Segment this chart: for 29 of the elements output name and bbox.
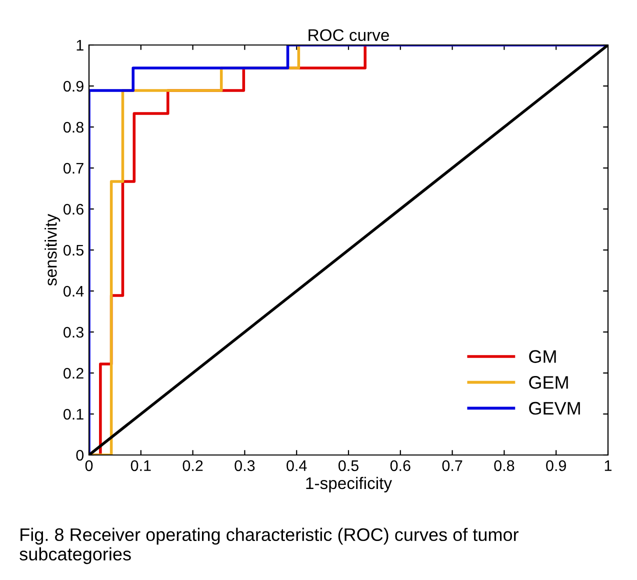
y-tick-label: 0.1	[64, 408, 84, 420]
y-tick-label: 1	[76, 40, 84, 51]
x-tick-label: 0.8	[494, 460, 514, 472]
x-tick-label: 0.5	[338, 460, 358, 472]
x-tick-label: 0.3	[234, 460, 255, 472]
chart-title: ROC curve	[308, 29, 389, 41]
x-axis-title: 1-specificity	[306, 476, 392, 492]
y-tick-label: 0.3	[64, 326, 84, 338]
x-tick-label: 0.6	[390, 460, 410, 472]
y-tick-label: 0	[76, 450, 84, 461]
y-tick-label: 0.5	[64, 244, 84, 256]
x-tick-label: 0.1	[130, 460, 151, 472]
y-tick-label: 0.9	[64, 80, 84, 92]
legend-label: GEM	[529, 376, 568, 389]
y-tick-label: 0.8	[64, 122, 84, 133]
legend-label: GM	[529, 350, 556, 363]
x-tick-label: 0.7	[442, 460, 462, 472]
x-tick-label: 0.4	[286, 460, 307, 472]
x-tick-label: 0.9	[546, 460, 566, 472]
y-tick-label: 0.2	[64, 368, 84, 379]
x-tick-label: 1	[604, 460, 612, 471]
y-tick-label: 0.4	[64, 286, 84, 297]
x-tick-label: 0.2	[182, 460, 203, 472]
y-tick-label: 0.6	[64, 204, 84, 215]
x-tick-label: 0	[85, 460, 93, 472]
caption: Fig. 8 Receiver operating characteristic (ROC) curves of tumor subcategories	[20, 528, 519, 564]
y-axis-title: sensitivity	[44, 214, 60, 286]
y-tick-label: 0.7	[64, 162, 84, 174]
legend-label: GEVM	[529, 402, 580, 415]
